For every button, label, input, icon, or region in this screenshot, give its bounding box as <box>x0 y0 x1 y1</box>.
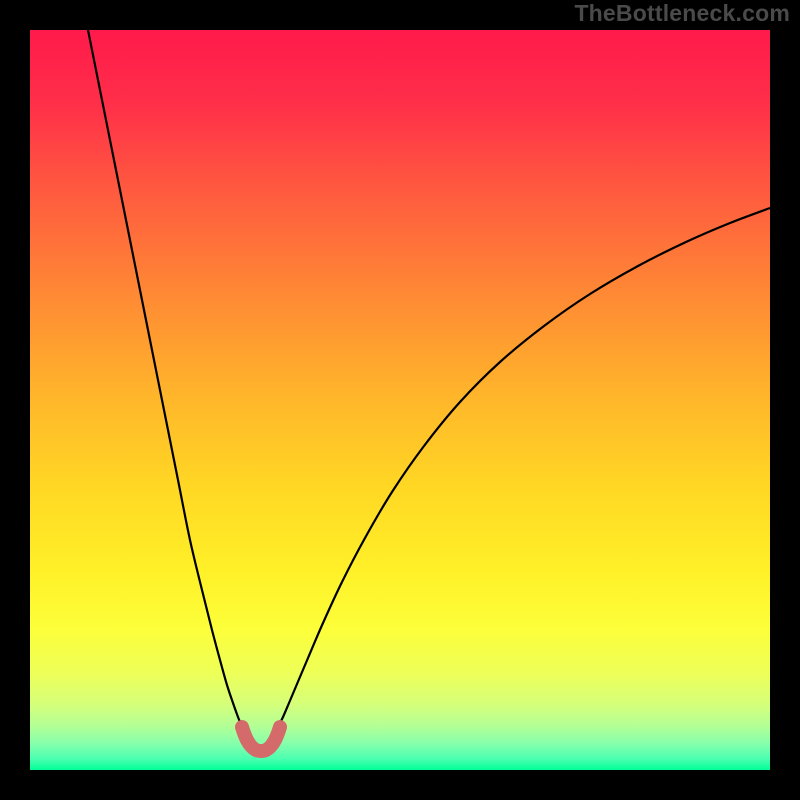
plot-background <box>30 30 770 770</box>
bottleneck-curve-chart <box>0 0 800 800</box>
chart-frame: TheBottleneck.com <box>0 0 800 800</box>
watermark-text: TheBottleneck.com <box>574 0 790 27</box>
